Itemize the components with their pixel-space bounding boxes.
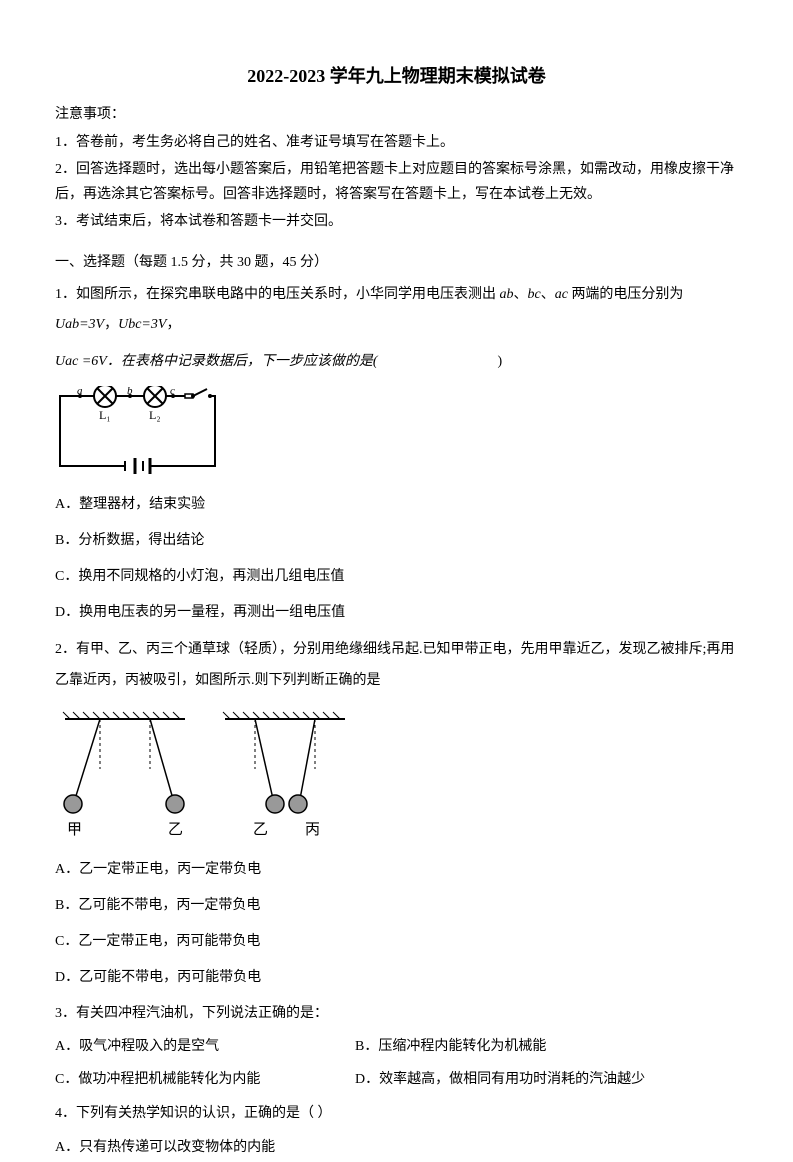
question-3-text: 3．有关四冲程汽油机，下列说法正确的是： xyxy=(55,1000,738,1028)
q2-option-c: C．乙一定带正电，丙可能带负电 xyxy=(55,928,738,956)
q1-comma: ， xyxy=(104,317,118,332)
section-1-header: 一、选择题（每题 1.5 分，共 30 题，45 分） xyxy=(55,250,738,275)
notice-item-1: 1．答卷前，考生务必将自己的姓名、准考证号填写在答题卡上。 xyxy=(55,130,738,155)
q1-mid1: 两端的电压分别为 xyxy=(568,287,684,302)
q1-var-ac: ac xyxy=(555,287,568,302)
q1-prefix: 1．如图所示，在探究串联电路中的电压关系时，小华同学用电压表测出 xyxy=(55,287,500,302)
q1-var-ab: ab xyxy=(500,287,514,302)
q1-option-c: C．换用不同规格的小灯泡，再测出几组电压值 xyxy=(55,563,738,591)
q1-option-b: B．分析数据，得出结论 xyxy=(55,527,738,555)
q3-row-2: C．做功冲程把机械能转化为内能 D．效率越高，做相同有用功时消耗的汽油越少 xyxy=(55,1067,738,1092)
q1-comma2: ， xyxy=(166,317,180,332)
circuit-label-L2: L₂ xyxy=(149,408,161,422)
notice-item-3: 3．考试结束后，将本试卷和答题卡一并交回。 xyxy=(55,209,738,234)
q3-option-a: A．吸气冲程吸入的是空气 xyxy=(55,1034,315,1059)
q2-option-b: B．乙可能不带电，丙一定带负电 xyxy=(55,892,738,920)
q1-var-bc: bc xyxy=(528,287,541,302)
q1-ubc: Ubc=3V xyxy=(118,317,166,332)
q3-option-b: B．压缩冲程内能转化为机械能 xyxy=(355,1034,546,1059)
q2-option-a: A．乙一定带正电，丙一定带负电 xyxy=(55,856,738,884)
q1-circuit-figure: a b c L₁ L₂ xyxy=(55,386,738,481)
notice-header: 注意事项： xyxy=(55,102,738,127)
q1-uac: Uac =6V．在表格中记录数据后，下一步应该做的是( xyxy=(55,354,377,369)
q4-option-a: A．只有热传递可以改变物体的内能 xyxy=(55,1134,738,1162)
q2-pendulum-figure: 甲 乙 乙 丙 xyxy=(55,709,738,844)
q1-sep1: 、 xyxy=(514,287,528,302)
q3-option-d: D．效率越高，做相同有用功时消耗的汽油越少 xyxy=(355,1067,645,1092)
q3-row-1: A．吸气冲程吸入的是空气 B．压缩冲程内能转化为机械能 xyxy=(55,1034,738,1059)
question-1-text: 1．如图所示，在探究串联电路中的电压关系时，小华同学用电压表测出 ab、bc、a… xyxy=(55,280,738,342)
pendulum-label-bing: 丙 xyxy=(305,822,320,838)
question-4-text: 4．下列有关热学知识的认识，正确的是（ ） xyxy=(55,1100,738,1128)
circuit-label-L1: L₁ xyxy=(99,408,111,422)
question-1-line2: Uac =6V．在表格中记录数据后，下一步应该做的是() xyxy=(55,347,738,378)
q1-option-d: D．换用电压表的另一量程，再测出一组电压值 xyxy=(55,599,738,627)
q1-paren-close: ) xyxy=(497,354,502,369)
q1-sep2: 、 xyxy=(541,287,555,302)
q1-option-a: A．整理器材，结束实验 xyxy=(55,491,738,519)
q2-option-d: D．乙可能不带电，丙可能带负电 xyxy=(55,964,738,992)
pendulum-label-yi1: 乙 xyxy=(168,822,183,838)
q3-option-c: C．做功冲程把机械能转化为内能 xyxy=(55,1067,315,1092)
notice-item-2: 2．回答选择题时，选出每小题答案后，用铅笔把答题卡上对应题目的答案标号涂黑，如需… xyxy=(55,157,738,207)
q1-uab: Uab=3V xyxy=(55,317,104,332)
exam-title: 2022-2023 学年九上物理期末模拟试卷 xyxy=(55,60,738,92)
question-2-text: 2．有甲、乙、丙三个通草球（轻质），分别用绝缘细线吊起.已知甲带正电，先用甲靠近… xyxy=(55,635,738,697)
pendulum-label-jia: 甲 xyxy=(67,822,82,838)
pendulum-label-yi2: 乙 xyxy=(253,822,268,838)
